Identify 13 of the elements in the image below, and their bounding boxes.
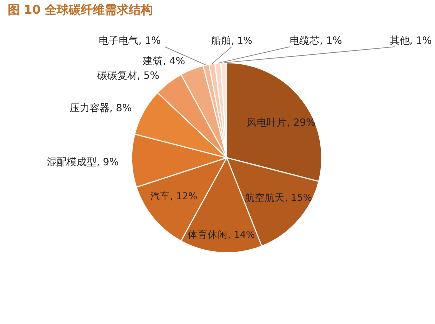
slice-label: 压力容器, 8%: [70, 102, 132, 114]
slice-label: 混配模成型, 9%: [46, 156, 120, 168]
slice-label: 体育休闲, 14%: [188, 228, 256, 241]
slice-label: 汽车, 12%: [150, 190, 198, 203]
slice-label: 航空航天, 15%: [245, 192, 312, 204]
slice-label: 碳碳复材, 5%: [96, 70, 160, 82]
chart-title: 图 10 全球碳纤维需求结构: [8, 3, 154, 17]
slice-label: 其他, 1%: [390, 35, 432, 47]
slice-label: 电子电气, 1%: [98, 35, 161, 47]
slice-label: 风电叶片, 29%: [247, 116, 316, 129]
slice-label: 船舶, 1%: [211, 35, 253, 47]
slice-label: 建筑, 4%: [142, 55, 186, 68]
slice-label: 电缆芯, 1%: [290, 35, 342, 47]
